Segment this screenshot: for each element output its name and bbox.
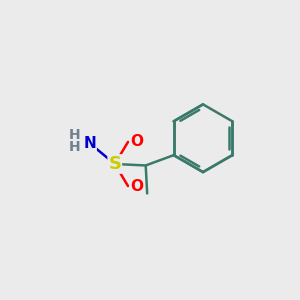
- Text: N: N: [83, 136, 96, 151]
- Text: O: O: [130, 178, 143, 194]
- Text: S: S: [108, 155, 121, 173]
- Text: H: H: [69, 128, 80, 142]
- Text: H: H: [69, 140, 80, 154]
- Text: O: O: [130, 134, 143, 149]
